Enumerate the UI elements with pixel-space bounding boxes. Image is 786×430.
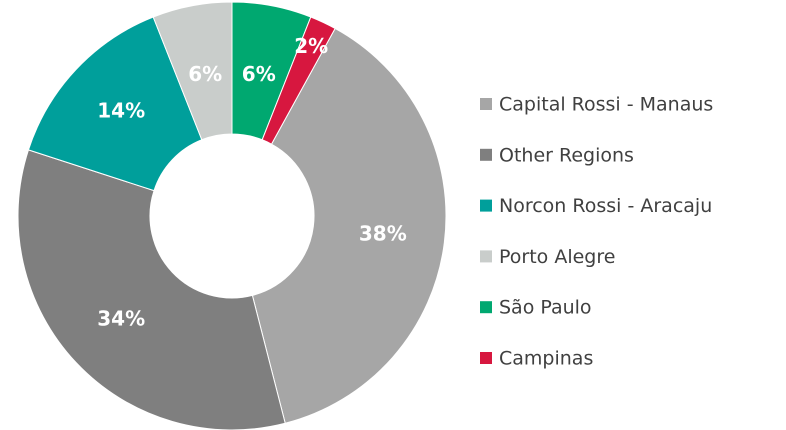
donut-slice	[251, 27, 447, 424]
data-label: 2%	[294, 34, 328, 58]
data-label: 34%	[97, 307, 145, 331]
data-label: 6%	[188, 62, 222, 86]
data-label: 14%	[97, 98, 145, 122]
data-label: 38%	[359, 222, 407, 246]
legend-label: São Paulo	[499, 297, 592, 319]
legend-swatch	[480, 98, 492, 110]
legend-swatch	[480, 250, 492, 263]
legend-swatch	[480, 199, 492, 212]
donut-slice	[17, 149, 286, 430]
legend-swatch	[480, 148, 492, 161]
donut-slice	[261, 16, 336, 145]
data-label: 6%	[242, 62, 276, 86]
legend-label: Campinas	[499, 348, 593, 370]
legend-label: Other Regions	[499, 144, 634, 166]
legend-label: Capital Rossi - Manaus	[499, 94, 713, 116]
legend-swatch	[480, 352, 492, 364]
legend-label: Norcon Rossi - Aracaju	[499, 195, 712, 217]
donut-slice	[27, 16, 203, 192]
legend-swatch	[480, 301, 492, 314]
legend-label: Porto Alegre	[499, 246, 615, 268]
